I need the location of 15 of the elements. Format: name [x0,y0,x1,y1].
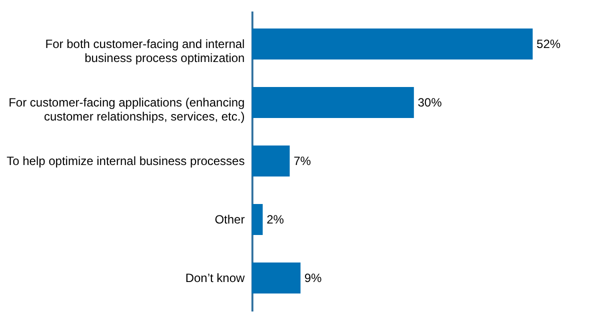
bar [252,28,533,60]
bar [252,262,301,294]
bar [252,204,263,235]
bar [252,146,290,176]
y-tick-label: To help optimize internal business processes [6,154,245,168]
data-label: 52% [536,36,561,51]
data-label: 7% [294,154,312,168]
bar [252,87,414,118]
y-tick-label: Don’t know [185,270,246,285]
y-tick-label: Other [214,212,245,226]
data-label: 2% [266,212,284,226]
y-tick-label: For both customer-facing and internal business process optimization [45,36,245,65]
data-label: 9% [304,270,322,285]
data-label: 30% [418,95,442,110]
y-tick-label: For customer-facing applications (enhancing customer relationships, services, etc.) [8,95,245,124]
